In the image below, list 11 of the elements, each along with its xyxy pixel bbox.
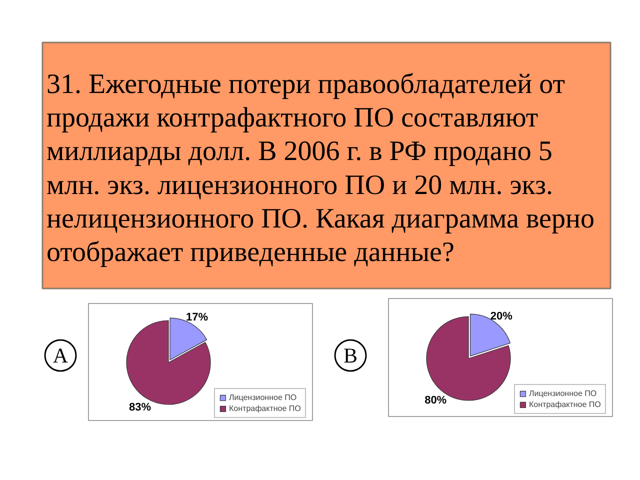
text: B [343,344,358,368]
text: A [52,344,69,368]
legend-label: Контрафактное ПО [229,404,301,413]
legend-label: Контрафактное ПО [529,400,601,409]
data-label: 17% [186,312,208,324]
data-label: 83% [128,401,152,414]
legend-label: Лицензионное ПО [229,393,297,402]
data-label: 20% [490,310,513,322]
legend-label: Лицензионное ПО [529,389,597,398]
data-label: 80% [424,394,447,407]
text: 31. Ежегодные потери правообладателей от продажи контрафактного ПО составляют миллиарды долл. В 2006 г. в РФ продано 5 млн. экз. лицензионного ПО и 20 млн. экз. нелицензионного ПО. Какая диаграмма верно отображает приведенные данные? [46,69,594,268]
